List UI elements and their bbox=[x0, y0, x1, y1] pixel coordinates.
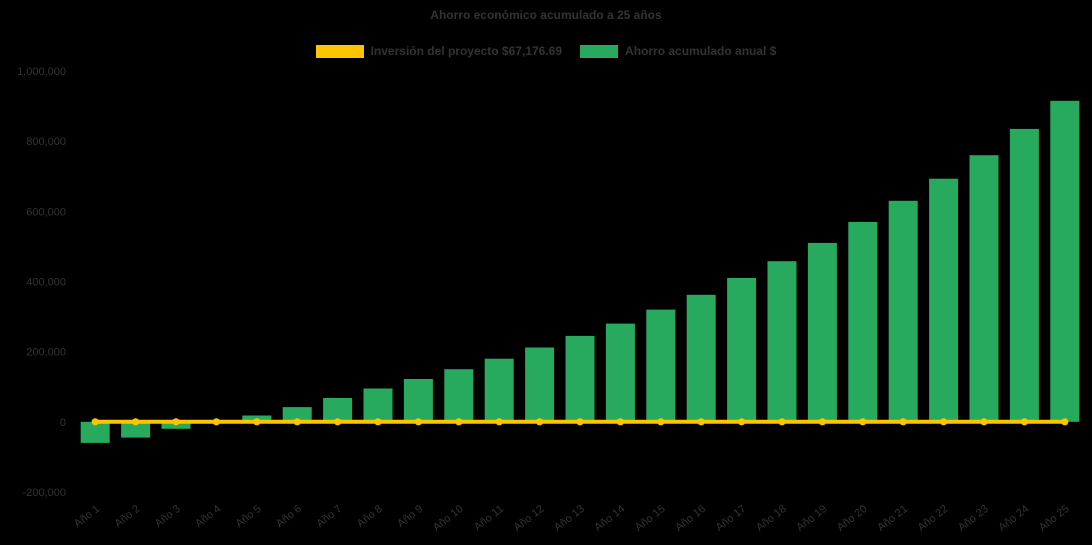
investment-marker bbox=[495, 418, 503, 426]
x-axis-label: Año 9 bbox=[395, 503, 425, 530]
y-axis-label: 0 bbox=[60, 417, 66, 429]
x-axis-label: Año 14 bbox=[592, 503, 627, 534]
investment-marker bbox=[172, 418, 180, 426]
bar-15 bbox=[646, 309, 676, 422]
bar-18 bbox=[767, 261, 797, 422]
x-axis-label: Año 3 bbox=[153, 503, 183, 530]
investment-marker bbox=[818, 418, 827, 426]
bar-8 bbox=[363, 388, 393, 422]
bar-19 bbox=[807, 242, 837, 422]
investment-marker bbox=[980, 418, 988, 426]
investment-swatch bbox=[315, 44, 364, 58]
investment-marker bbox=[536, 418, 544, 426]
investment-marker bbox=[414, 418, 422, 426]
investment-marker bbox=[859, 418, 867, 426]
y-axis-label: 1,000,000 bbox=[17, 66, 66, 78]
y-axis-label: 400,000 bbox=[26, 277, 66, 289]
bar-23 bbox=[969, 155, 999, 422]
x-axis-label: Año 16 bbox=[673, 503, 708, 534]
x-axis-label: Año 11 bbox=[472, 503, 506, 533]
x-axis-label: Año 23 bbox=[956, 503, 991, 534]
savings-swatch bbox=[580, 44, 619, 58]
bar-11 bbox=[484, 358, 514, 422]
investment-marker bbox=[576, 418, 584, 426]
investment-marker bbox=[616, 418, 625, 426]
bar-25 bbox=[1050, 100, 1080, 422]
bar-14 bbox=[605, 323, 635, 422]
investment-marker bbox=[1061, 418, 1069, 426]
investment-marker bbox=[778, 418, 786, 426]
bar-16 bbox=[686, 294, 716, 422]
investment-marker bbox=[738, 418, 746, 426]
investment-marker bbox=[293, 418, 301, 426]
investment-marker bbox=[657, 418, 665, 426]
bar-10 bbox=[444, 369, 474, 422]
legend-item-savings[interactable]: Ahorro acumulado anual $ bbox=[580, 44, 776, 58]
y-axis-label: -200,000 bbox=[23, 487, 66, 499]
investment-marker bbox=[212, 418, 220, 426]
x-axis-label: Año 2 bbox=[112, 503, 142, 530]
investment-marker bbox=[253, 418, 261, 426]
investment-marker bbox=[132, 418, 140, 426]
bar-6 bbox=[282, 407, 312, 422]
bar-20 bbox=[848, 221, 878, 422]
investment-marker bbox=[91, 418, 99, 426]
x-axis-label: Año 1 bbox=[72, 503, 102, 530]
x-axis-label: Año 4 bbox=[193, 503, 223, 530]
x-axis-label: Año 8 bbox=[355, 503, 385, 530]
investment-marker bbox=[940, 418, 948, 426]
x-axis-label: Año 5 bbox=[234, 503, 264, 530]
legend-item-investment[interactable]: Inversión del proyecto $67,176.69 bbox=[315, 44, 563, 58]
bar-22 bbox=[929, 178, 959, 422]
investment-marker bbox=[455, 418, 463, 426]
bar-2 bbox=[121, 421, 151, 438]
x-axis-label: Año 20 bbox=[835, 503, 870, 534]
y-axis-label: 600,000 bbox=[26, 206, 66, 218]
bar-7 bbox=[323, 398, 353, 422]
bar-21 bbox=[888, 200, 918, 422]
bar-17 bbox=[727, 278, 757, 422]
bar-9 bbox=[403, 379, 433, 422]
x-axis-label: Año 6 bbox=[274, 503, 304, 530]
x-axis-label: Año 19 bbox=[794, 503, 829, 534]
investment-marker bbox=[374, 418, 382, 426]
investment-marker bbox=[697, 418, 705, 426]
x-axis-label: Año 10 bbox=[431, 503, 466, 534]
bar-1 bbox=[80, 421, 110, 443]
bar-24 bbox=[1009, 128, 1039, 422]
legend-label-investment: Inversión del proyecto $67,176.69 bbox=[370, 44, 563, 58]
x-axis-label: Año 12 bbox=[512, 503, 547, 534]
bar-12 bbox=[525, 347, 555, 422]
x-axis-label: Año 21 bbox=[875, 503, 910, 534]
investment-marker bbox=[899, 418, 907, 426]
x-axis-label: Año 18 bbox=[754, 503, 789, 534]
legend-label-savings: Ahorro acumulado anual $ bbox=[625, 44, 777, 58]
y-axis-label: 200,000 bbox=[26, 347, 66, 359]
bar-13 bbox=[565, 335, 595, 422]
x-axis-label: Año 24 bbox=[996, 503, 1031, 534]
x-axis-label: Año 7 bbox=[314, 503, 344, 530]
x-axis-label: Año 13 bbox=[552, 503, 587, 534]
investment-marker bbox=[1020, 418, 1028, 426]
x-axis-label: Año 17 bbox=[714, 503, 749, 534]
y-axis-label: 800,000 bbox=[26, 136, 66, 148]
x-axis-label: Año 22 bbox=[916, 503, 951, 534]
x-axis-label: Año 25 bbox=[1037, 503, 1072, 534]
chart-title: Ahorro económico acumulado a 25 años bbox=[430, 8, 662, 22]
legend: Inversión del proyecto $67,176.69 Ahorro… bbox=[0, 44, 1092, 58]
x-axis-label: Año 15 bbox=[633, 503, 668, 534]
investment-marker bbox=[334, 418, 342, 426]
